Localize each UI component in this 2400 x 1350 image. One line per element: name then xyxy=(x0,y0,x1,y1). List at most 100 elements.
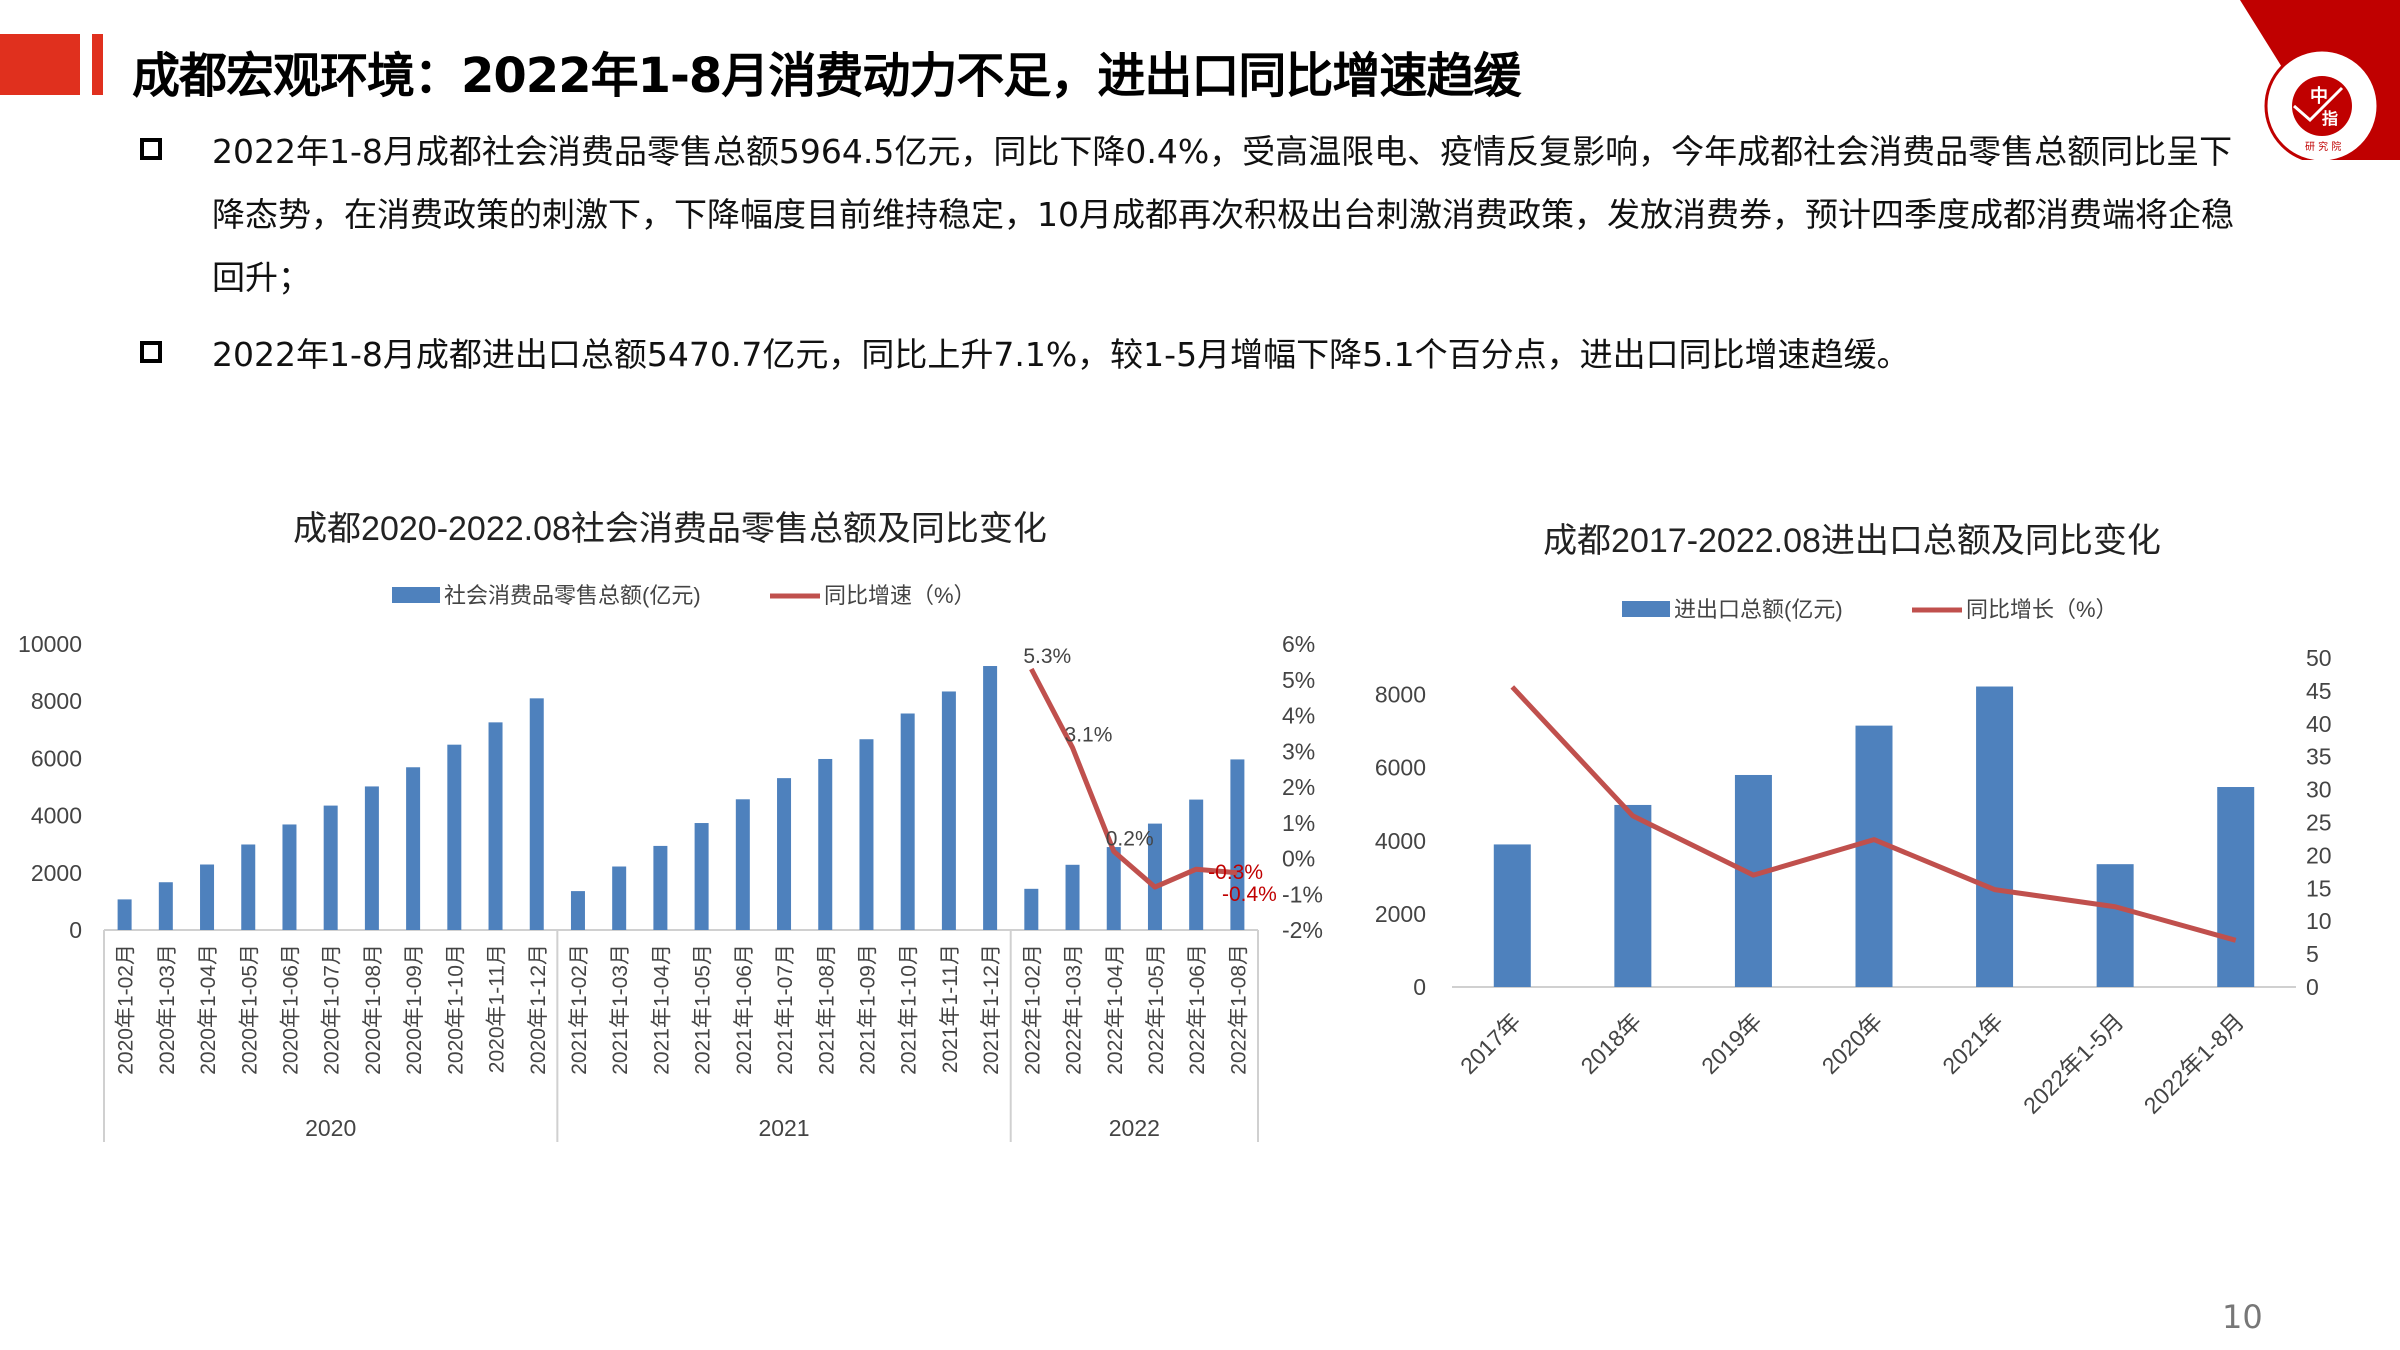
bar xyxy=(158,882,173,930)
y-axis-tick-label: 2000 xyxy=(1375,901,1426,927)
y2-axis-tick-label: 20 xyxy=(2306,842,2332,868)
x-axis-tick-label: 2022年1-05月 xyxy=(1145,944,1168,1075)
y2-axis-tick-label: 0 xyxy=(2306,974,2319,1000)
group-label: 2021 xyxy=(758,1115,809,1141)
bar xyxy=(241,844,256,930)
y2-axis-tick-label: -2% xyxy=(1282,917,1323,943)
data-label: 3.1% xyxy=(1065,724,1113,747)
y2-axis-tick-label: 30 xyxy=(2306,777,2332,803)
y2-axis-tick-label: 5 xyxy=(2306,941,2319,967)
growth-line xyxy=(1510,685,2237,943)
bar xyxy=(570,891,585,930)
y2-axis-tick-label: 1% xyxy=(1282,810,1315,836)
x-axis-tick-label: 2022年1-08月 xyxy=(1227,944,1250,1075)
svg-text:指: 指 xyxy=(2322,109,2338,128)
chart-title: 成都2020-2022.08社会消费品零售总额及同比变化 xyxy=(293,510,1047,548)
bar xyxy=(1106,847,1121,930)
x-axis-tick-label: 2022年1-03月 xyxy=(1063,944,1086,1075)
y2-axis-tick-label: 50 xyxy=(2306,645,2332,671)
title-accent-bar xyxy=(92,34,103,95)
bar xyxy=(653,845,668,930)
y-axis-tick-label: 0 xyxy=(1413,974,1426,1000)
x-axis-tick-label: 2020年1-07月 xyxy=(321,944,344,1075)
data-label: -0.3% xyxy=(1208,861,1263,884)
x-axis-tick-label: 2020年1-11月 xyxy=(486,944,509,1073)
bar xyxy=(818,758,833,930)
y2-axis-tick-label: 15 xyxy=(2306,875,2332,901)
y-axis-tick-label: 8000 xyxy=(31,688,82,714)
x-axis-tick-label: 2020年1-09月 xyxy=(403,944,426,1075)
y2-axis-tick-label: 6% xyxy=(1282,631,1315,657)
bar xyxy=(1189,799,1204,930)
bar xyxy=(1230,759,1245,930)
x-axis-tick-label: 2020年 xyxy=(1817,1008,1888,1079)
y-axis-tick-label: 0 xyxy=(69,917,82,943)
page-number: 10 xyxy=(2222,1298,2263,1336)
square-bullet-icon xyxy=(140,138,162,160)
x-axis-tick-label: 2020年1-04月 xyxy=(197,944,220,1075)
bar xyxy=(941,691,956,930)
y-axis-tick-label: 8000 xyxy=(1375,682,1426,708)
bar xyxy=(200,864,215,930)
data-label: -0.4% xyxy=(1222,883,1277,906)
x-axis-tick-label: 2017年 xyxy=(1455,1008,1526,1079)
x-axis-tick-label: 2020年1-05月 xyxy=(238,944,261,1075)
bar xyxy=(488,722,503,930)
bar xyxy=(735,799,750,930)
bar xyxy=(1147,823,1162,930)
bar xyxy=(983,666,998,930)
y2-axis-tick-label: 0% xyxy=(1282,846,1315,872)
x-axis-tick-label: 2021年1-10月 xyxy=(898,944,921,1075)
x-axis-tick-label: 2022年1-02月 xyxy=(1021,944,1044,1075)
x-axis-tick-label: 2021年1-05月 xyxy=(692,944,715,1075)
y2-axis-tick-label: 5% xyxy=(1282,667,1315,693)
x-axis-tick-label: 2021年 xyxy=(1937,1008,2008,1079)
legend-bar-swatch xyxy=(392,587,440,603)
bar xyxy=(777,778,792,930)
y2-axis-tick-label: 35 xyxy=(2306,744,2332,770)
bullet-list: 2022年1-8月成都社会消费品零售总额5964.5亿元，同比下降0.4%，受高… xyxy=(140,120,2240,400)
x-axis-tick-label: 2020年1-02月 xyxy=(115,944,138,1075)
bar xyxy=(1976,686,2014,987)
x-axis-tick-label: 2021年1-07月 xyxy=(774,944,797,1075)
legend-label: 同比增长（%） xyxy=(1966,597,2118,622)
bar xyxy=(1734,774,1772,987)
legend-label: 社会消费品零售总额(亿元) xyxy=(444,583,701,608)
growth-line xyxy=(1029,667,1238,890)
group-label: 2022 xyxy=(1109,1115,1160,1141)
x-axis-tick-label: 2021年1-12月 xyxy=(980,944,1003,1075)
bar xyxy=(323,805,338,930)
y2-axis-tick-label: 2% xyxy=(1282,774,1315,800)
x-axis-tick-label: 2021年1-04月 xyxy=(650,944,673,1075)
y-axis-tick-label: 10000 xyxy=(18,631,82,657)
bar xyxy=(364,786,379,930)
bar xyxy=(2217,787,2255,987)
bar xyxy=(1614,804,1652,987)
x-axis-tick-label: 2020年1-10月 xyxy=(444,944,467,1075)
bullet-item: 2022年1-8月成都进出口总额5470.7亿元，同比上升7.1%，较1-5月增… xyxy=(140,323,2240,386)
y2-axis-tick-label: 25 xyxy=(2306,810,2332,836)
x-axis-tick-label: 2022年1-8月 xyxy=(2139,1008,2250,1119)
x-axis-tick-label: 2021年1-09月 xyxy=(856,944,879,1075)
bar xyxy=(529,698,544,930)
x-axis-tick-label: 2021年1-02月 xyxy=(568,944,591,1075)
x-axis-tick-label: 2020年1-06月 xyxy=(279,944,302,1075)
academy-logo: 中 指 研 究 院 xyxy=(2240,0,2400,160)
bar xyxy=(117,899,132,930)
bar xyxy=(447,744,462,930)
y-axis-tick-label: 4000 xyxy=(31,803,82,829)
x-axis-tick-label: 2022年1-04月 xyxy=(1104,944,1127,1075)
bullet-text: 2022年1-8月成都进出口总额5470.7亿元，同比上升7.1%，较1-5月增… xyxy=(212,335,1910,374)
bar xyxy=(1493,844,1531,987)
bullet-item: 2022年1-8月成都社会消费品零售总额5964.5亿元，同比下降0.4%，受高… xyxy=(140,120,2240,309)
y-axis-tick-label: 4000 xyxy=(1375,828,1426,854)
x-axis-tick-label: 2019年 xyxy=(1696,1008,1767,1079)
bar xyxy=(2096,864,2134,987)
bar xyxy=(1065,864,1080,930)
bar xyxy=(900,713,915,930)
chart-title: 成都2017-2022.08进出口总额及同比变化 xyxy=(1543,522,2161,560)
bar xyxy=(1855,725,1893,987)
x-axis-tick-label: 2021年1-11月 xyxy=(939,944,962,1073)
x-axis-tick-label: 2020年1-03月 xyxy=(156,944,179,1075)
y2-axis-tick-label: 10 xyxy=(2306,908,2332,934)
